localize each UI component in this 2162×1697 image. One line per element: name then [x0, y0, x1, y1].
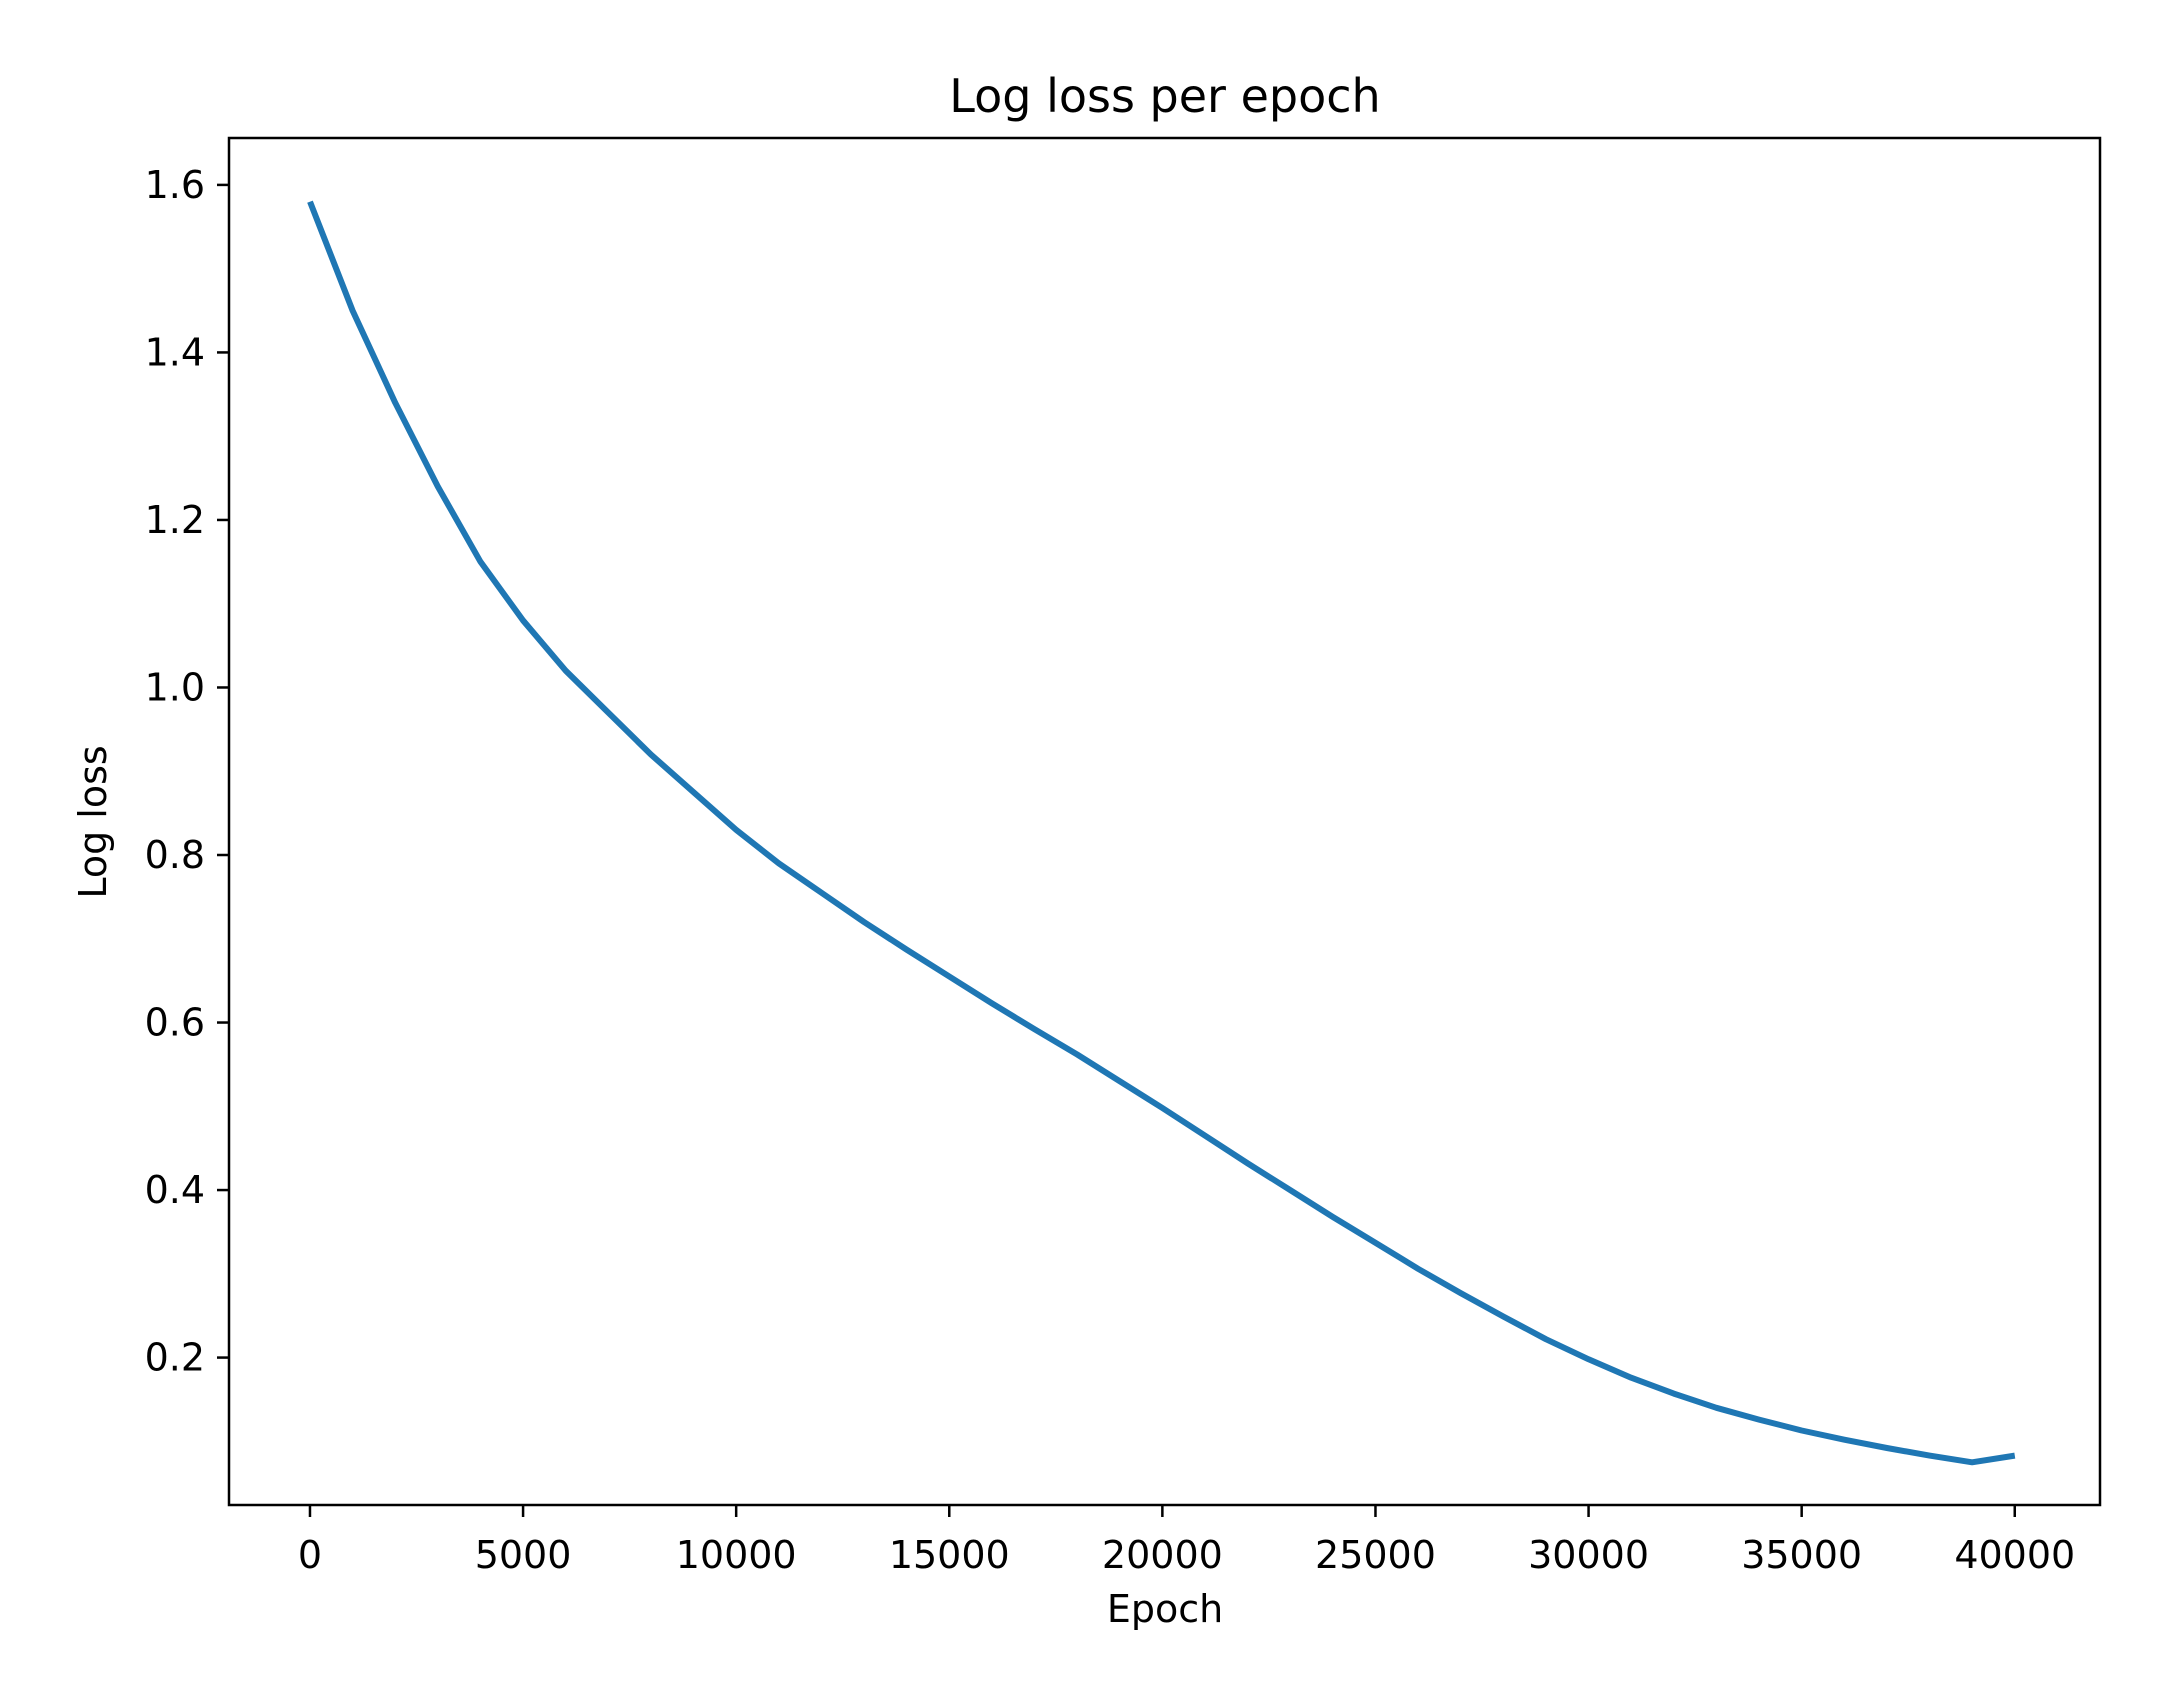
y-tick-label: 0.2	[145, 1336, 205, 1380]
x-tick-label: 5000	[475, 1533, 572, 1577]
series-line-0	[307, 200, 2016, 1466]
chart-title: Log loss per epoch	[949, 69, 1380, 123]
x-tick-label: 35000	[1741, 1533, 1862, 1577]
x-tick-label: 20000	[1102, 1533, 1223, 1577]
y-axis-ticks: 0.2 0.4 0.6 0.8 1.0 1.2 1.4 1.6	[145, 163, 229, 1380]
plot-area-frame	[227, 136, 2102, 1507]
y-tick-label: 1.4	[145, 330, 205, 374]
x-tick-label: 30000	[1528, 1533, 1649, 1577]
y-tick-label: 1.6	[145, 163, 205, 207]
y-tick-label: 1.2	[145, 498, 205, 542]
series-layer	[307, 200, 2016, 1466]
x-tick-label: 25000	[1315, 1533, 1436, 1577]
y-tick-label: 0.4	[145, 1168, 205, 1212]
y-tick-label: 0.8	[145, 833, 205, 877]
x-tick-label: 0	[298, 1533, 322, 1577]
x-tick-label: 40000	[1954, 1533, 2075, 1577]
x-axis-ticks: 0 5000 10000 15000 20000 25000 30000 35000 40000	[298, 1505, 2075, 1577]
y-tick-label: 0.6	[145, 1001, 205, 1045]
y-tick-label: 1.0	[145, 665, 205, 709]
y-axis-label: Log loss	[71, 745, 115, 898]
x-axis-label: Epoch	[1107, 1587, 1223, 1631]
x-tick-label: 15000	[889, 1533, 1010, 1577]
x-tick-label: 10000	[676, 1533, 797, 1577]
